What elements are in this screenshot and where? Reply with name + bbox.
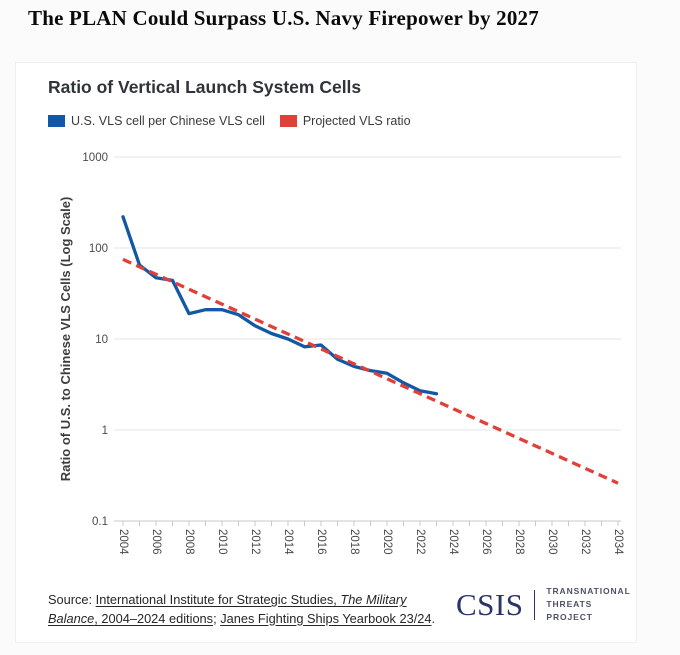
x-tick-label: 2026 [480,529,492,555]
source-separator: ; [213,610,221,626]
chart-title: Ratio of Vertical Launch System Cells [48,77,362,97]
y-tick-label: 1 [102,425,108,437]
x-tick-label: 2014 [282,529,294,555]
y-axis-label: Ratio of U.S. to Chinese VLS Cells (Log … [58,197,73,482]
x-tick-label: 2004 [117,529,129,555]
x-tick-label: 2008 [183,529,195,555]
source-suffix: . [431,610,436,626]
program-line-1: TRANSNATIONAL [546,586,631,596]
source-link-iiss[interactable]: International Institute for Strategic St… [48,592,407,626]
us-vls-ratio-line [121,215,439,396]
source-prefix: Source: [48,592,96,607]
x-tick-label: 2010 [216,529,228,555]
legend-label-us-vls: U.S. VLS cell per Chinese VLS cell [71,114,265,128]
x-tick-label: 2020 [381,529,393,555]
source-link-iiss-editions: , 2004–2024 editions [94,610,214,626]
csis-program-name: TRANSNATIONAL THREATS PROJECT [546,585,636,625]
y-tick-label: 0.1 [92,516,108,528]
csis-logo: CSIS TRANSNATIONAL THREATS PROJECT [456,585,636,625]
x-tick-label: 2024 [447,529,459,555]
x-tick-label: 2022 [414,529,426,555]
x-tick-label: 2006 [150,529,162,555]
source-link-iiss-publication: The Military Balance [48,592,407,626]
chart-card: Ratio of Vertical Launch System Cells U.… [15,62,637,643]
y-tick-label: 10 [95,334,108,346]
x-tick-label: 2016 [315,529,327,555]
legend-item-us-vls: U.S. VLS cell per Chinese VLS cell [48,114,265,128]
y-tick-label: 100 [89,243,108,255]
source-link-janes[interactable]: Janes Fighting Ships Yearbook 23/24 [220,610,432,626]
x-tick-label: 2012 [249,529,261,555]
page-title: The PLAN Could Surpass U.S. Navy Firepow… [28,6,539,30]
legend-swatch-projected [279,115,297,127]
y-tick-label: 1000 [82,152,108,164]
legend-swatch-us-vls [48,115,65,127]
projected-ratio-line [122,257,619,485]
logo-divider [534,589,536,620]
x-tick-label: 2034 [612,529,624,555]
legend-item-projected: Projected VLS ratio [279,114,411,128]
csis-wordmark: CSIS [456,587,524,623]
vls-ratio-chart: 1000 100 10 1 0.1 2004 2006 2008 2010 2012 2014 201… [58,152,624,555]
x-tick-label: 2018 [348,529,360,555]
source-link-iiss-text: International Institute for Strategic St… [95,592,341,607]
legend-label-projected: Projected VLS ratio [302,114,411,128]
x-tick-label: 2030 [546,529,558,555]
source-note: Source: International Institute for Stra… [48,591,458,628]
x-tick-label: 2028 [513,529,525,555]
program-line-2: THREATS PROJECT [546,599,593,623]
x-tick-label: 2032 [579,529,591,555]
chart-legend: U.S. VLS cell per Chinese VLS cell Proje… [48,114,411,128]
